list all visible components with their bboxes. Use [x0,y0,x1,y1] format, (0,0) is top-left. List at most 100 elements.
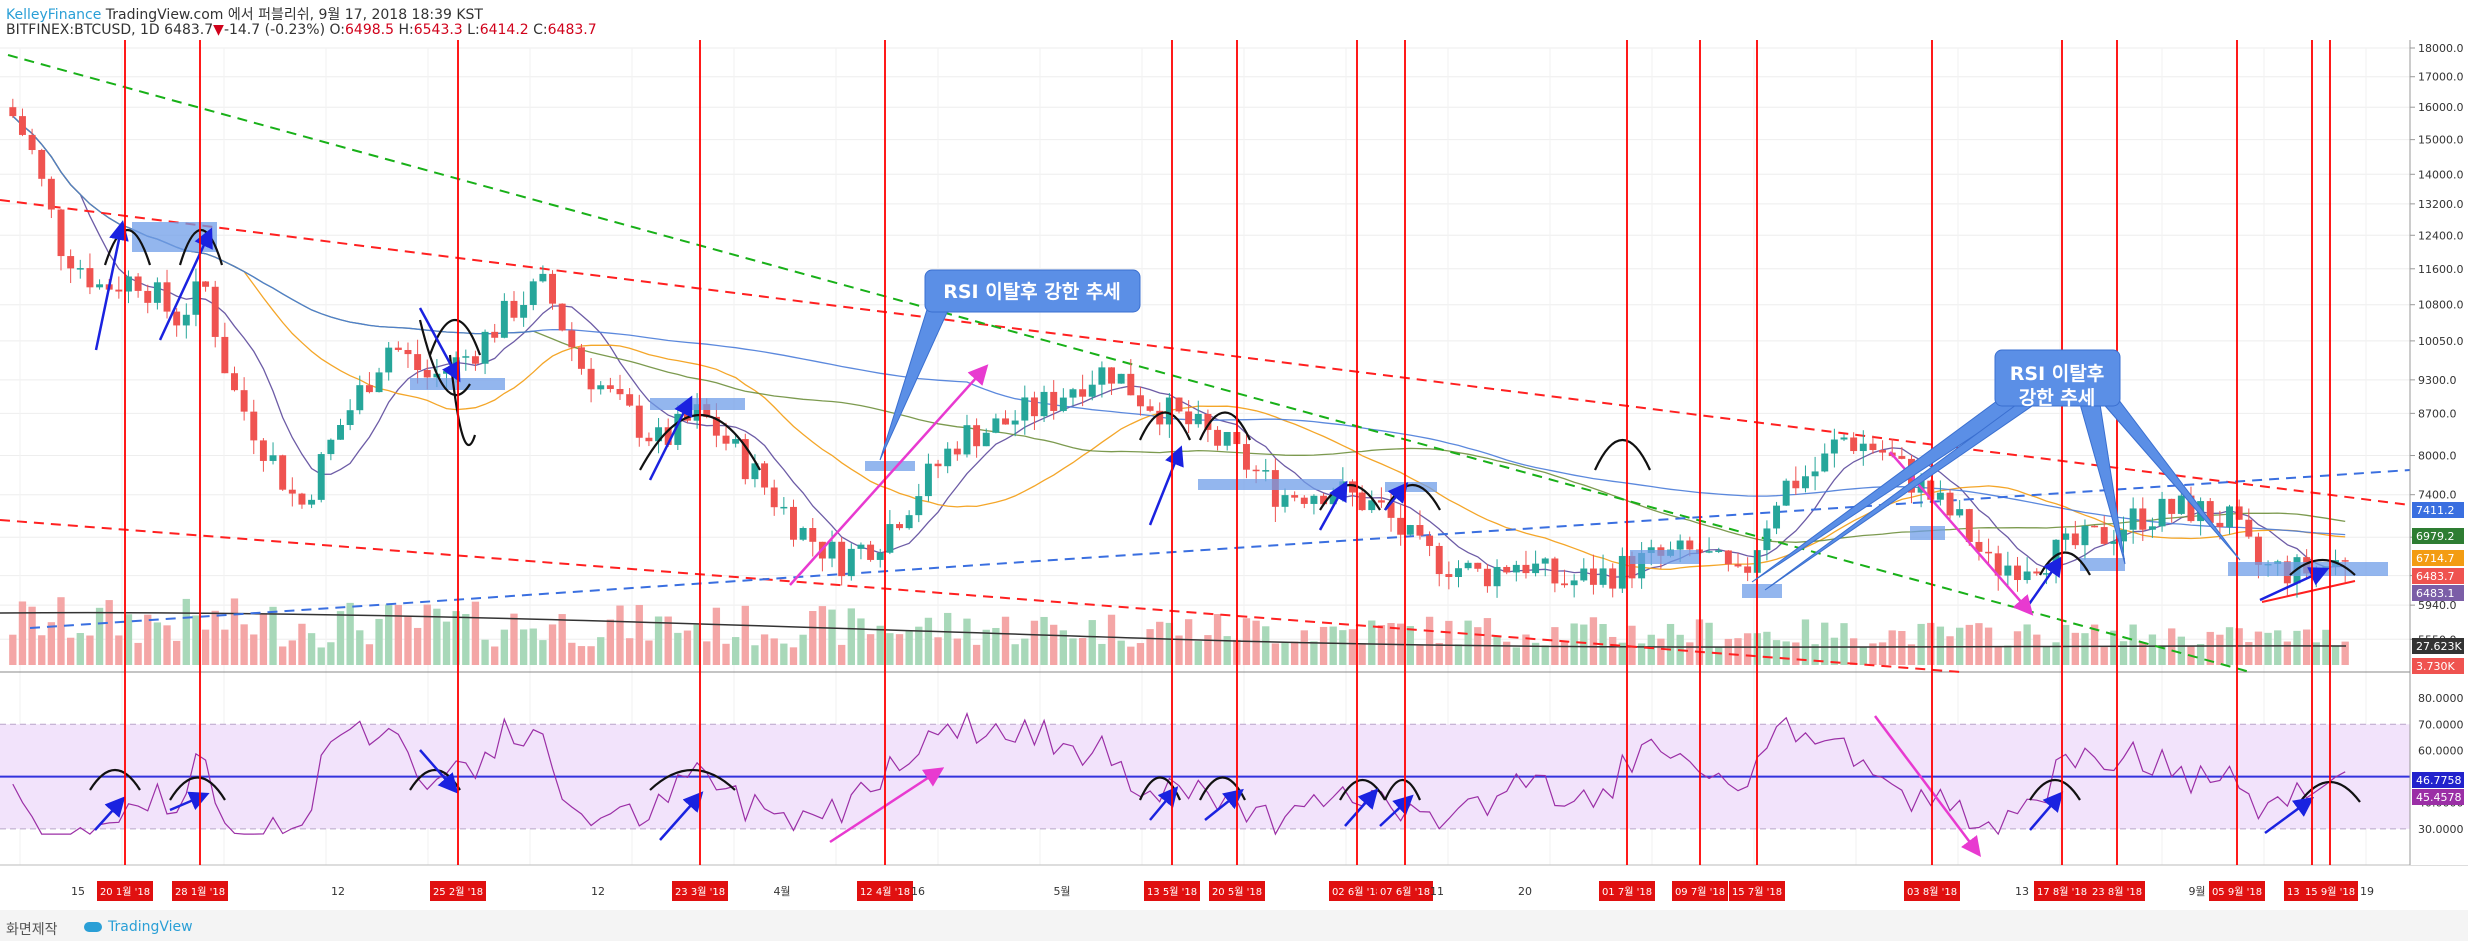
volume-bar [153,622,162,665]
candle-body [539,273,547,282]
date-badge-label: 23 8월 '18 [2092,886,2142,898]
time-label: 15 [71,885,85,898]
candle-body [308,499,316,505]
change-text: -14.7 (-0.23%) [223,22,330,38]
price-label: 17000.0 [2418,71,2464,84]
resistance-line [0,199,2411,506]
date-badge [857,881,913,901]
candle-body [1676,540,1684,550]
blue-arrow [1344,788,1379,827]
candle-body [1387,502,1395,518]
volume-bar [799,634,807,665]
date-badge-label: 15 7월 '18 [1732,886,1782,898]
tradingview-logo[interactable]: TradingView [84,919,193,935]
volume-bar [2023,624,2031,665]
top-arc [428,319,482,356]
pink-arrow [789,364,989,586]
volume-bar [1975,623,1983,665]
volume-bar [1811,644,1819,665]
candle-body [269,455,277,461]
volume-bar [944,612,952,665]
candle-body [520,304,528,318]
volume-bar [1878,642,1887,665]
volume-bar [1715,647,1723,665]
candle-body [790,506,797,540]
volume-ma-line [0,611,2347,648]
candle-body [1551,558,1559,584]
price-badge-label: 7411.2 [2416,504,2455,517]
volume-bar [2042,646,2051,665]
volume-bar [365,644,374,665]
volume-bar [1609,636,1617,665]
price-label: 11600.0 [2418,263,2464,276]
volume-bar [1088,620,1096,665]
volume-bar [2341,641,2349,665]
volume-bar [1580,624,1588,665]
candle-body [1165,397,1173,425]
candle-body [924,463,932,497]
date-badge [2089,881,2145,901]
candle-body [693,404,701,421]
high-value: 6543.3 [413,22,463,38]
candle-body [1021,397,1029,421]
volume-bar [1117,640,1125,665]
volume-bar [1917,623,1925,665]
chart-canvas[interactable]: 20 1월 '18 28 1월 '18 25 2월 '18 23 3월 '18 12 4… [0,40,2468,910]
time-label: 4월 [773,885,790,898]
candle-body [1406,525,1414,535]
date-badge-label: 09 7월 '18 [1675,886,1725,898]
candle-body [231,373,238,391]
candle-body [645,437,653,442]
volume-bar [1358,643,1366,665]
volume-bar [1194,641,1202,665]
volume-bar [1801,619,1810,665]
candle-body [1965,509,1973,542]
volume-bar [1869,643,1877,665]
candle-body [655,427,663,442]
candle-body [1040,391,1048,417]
volume-bar [2013,631,2022,665]
callout-box [924,269,1141,313]
candle-body [838,541,846,577]
candle-body [973,425,981,447]
rsi-label: 70.0000 [2418,718,2464,731]
time-axis: 15 12 12 4월 16 5월 11 20 13 9월 19 [71,885,2374,898]
rsi-badge-label: 46.7758 [2416,774,2462,787]
date-badge-label: 20 5월 '18 [1212,886,1262,898]
volume-bar [18,601,27,665]
top-arc [1594,439,1651,471]
candle-body [1869,443,1877,451]
candle-body [876,552,884,560]
volume-bar [1898,630,1906,665]
volume-bar [163,625,171,665]
volume-bar [1618,642,1627,665]
candle-body [2206,501,2214,523]
volume-bar [1223,636,1231,665]
candle-body [953,448,961,455]
volume-bar [240,624,248,665]
price-badge-label: 6483.1 [2416,587,2455,600]
candle-body [761,463,769,488]
volume-bar [57,597,65,665]
pink-arrow [1889,451,2034,616]
date-badge-label: 05 9월 '18 [2212,886,2262,898]
time-label: 9월 [2188,885,2205,898]
candle-body [703,404,711,417]
volume-bar [847,608,855,665]
candle-body [1416,525,1424,536]
volume-bar [2100,647,2108,665]
candle-body [144,290,152,303]
zone-box [1630,550,1700,564]
volume-bar [1262,626,1270,665]
volume-bar [500,629,509,665]
candle-body [568,330,576,348]
blue-arrow [1204,788,1244,821]
brand-name[interactable]: KelleyFinance [6,7,102,23]
candle-body [1638,553,1646,579]
volume-bar [1570,623,1578,665]
candle-body [1936,492,1944,500]
volume-bar [876,625,884,665]
candle-body [886,524,894,553]
candle-body [857,544,865,549]
volume-bar [1377,625,1386,665]
